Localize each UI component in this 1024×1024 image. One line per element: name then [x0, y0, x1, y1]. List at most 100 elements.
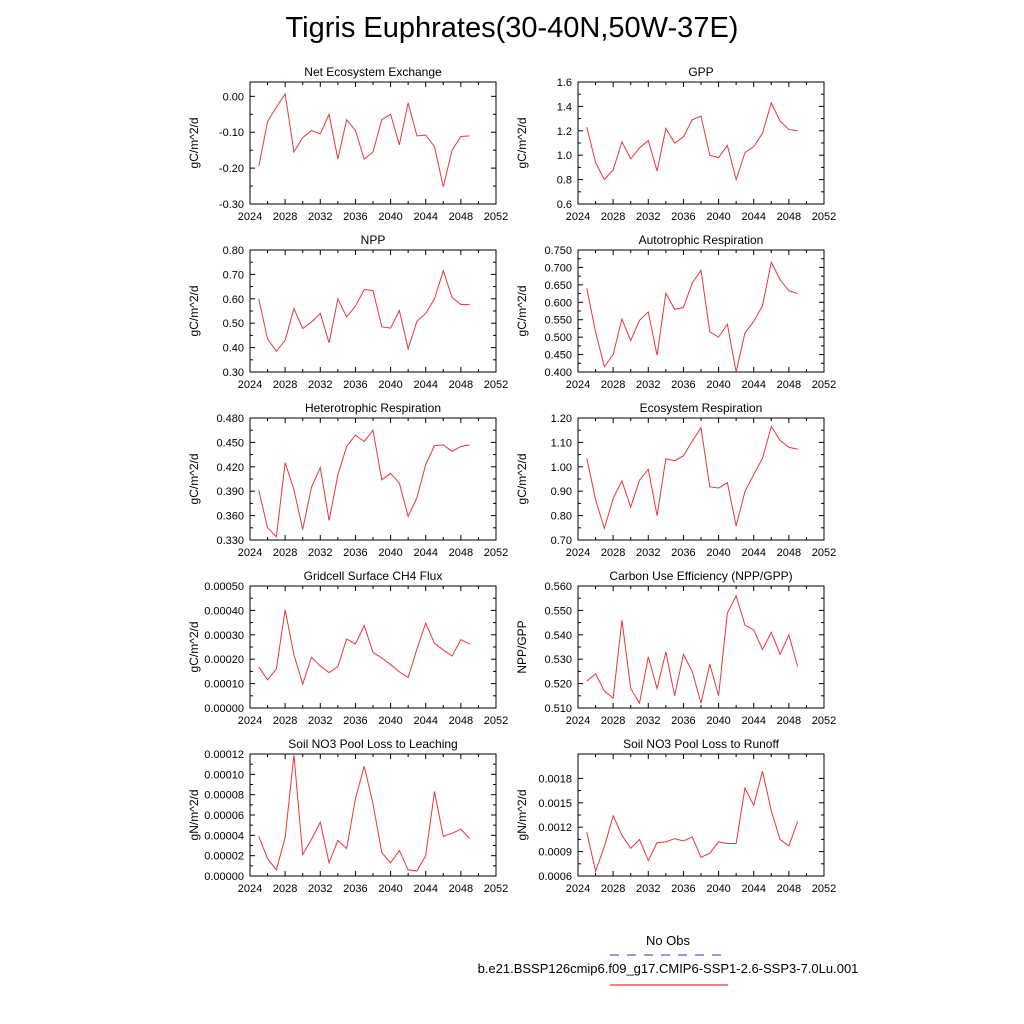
x-tick-label: 2052 [812, 379, 836, 391]
panel-ecosystem-respiration: Ecosystem Respiration gC/m^2/d 2024 2028 203… [515, 401, 836, 559]
panel-heterotrophic-respiration: Heterotrophic Respiration gC/m^2/d 2024 202… [187, 401, 508, 559]
x-tick-label: 2052 [812, 547, 836, 559]
x-tick-label: 2028 [273, 715, 297, 727]
y-tick-label: 0.00 [223, 91, 244, 103]
y-tick-label: 0.00000 [204, 871, 244, 883]
y-tick-label: 0.390 [216, 486, 244, 498]
x-tick-label: 2036 [343, 883, 367, 895]
y-axis-label: gC/m^2/d [515, 454, 529, 505]
y-axis-label: gC/m^2/d [187, 622, 201, 673]
x-tick-label: 2028 [273, 883, 297, 895]
x-tick-label: 2044 [741, 715, 765, 727]
y-tick-label: 1.10 [551, 437, 572, 449]
y-tick-label: 0.00030 [204, 630, 244, 642]
x-tick-label: 2024 [566, 715, 590, 727]
x-tick-label: 2024 [238, 379, 262, 391]
y-tick-label: 0.650 [544, 280, 572, 292]
panel-title: Heterotrophic Respiration [305, 401, 441, 415]
plot-frame [249, 417, 497, 541]
x-tick-label: 2028 [273, 379, 297, 391]
x-tick-label: 2044 [413, 883, 437, 895]
y-tick-label: 0.80 [551, 511, 572, 523]
plot-frame [577, 585, 825, 709]
panel-title: Soil NO3 Pool Loss to Runoff [623, 737, 780, 751]
x-tick-label: 2024 [238, 715, 262, 727]
y-tick-label: 0.00010 [204, 679, 244, 691]
y-tick-label: 0.560 [544, 581, 572, 593]
x-tick-label: 2040 [706, 379, 730, 391]
y-tick-label: 0.70 [551, 535, 572, 547]
panel-npp: NPP gC/m^2/d 2024 2028 2032 2036 2040 2044 2048 2… [187, 233, 508, 391]
x-tick-label: 2024 [566, 379, 590, 391]
y-tick-label: 0.600 [544, 297, 572, 309]
series-line-net-ecosystem-exchange [258, 92, 470, 187]
x-tick-label: 2048 [449, 211, 473, 223]
x-tick-label: 2048 [449, 715, 473, 727]
y-tick-label: 0.480 [216, 413, 244, 425]
y-tick-label: 1.0 [557, 150, 572, 162]
y-tick-label: 1.2 [557, 126, 572, 138]
x-tick-label: 2044 [741, 883, 765, 895]
x-tick-label: 2040 [706, 715, 730, 727]
y-tick-label: 0.70 [223, 269, 244, 281]
x-tick-label: 2028 [273, 211, 297, 223]
x-tick-label: 2036 [671, 211, 695, 223]
x-tick-label: 2052 [484, 715, 508, 727]
panel-carbon-use-efficiency-npp-gpp: Carbon Use Efficiency (NPP/GPP) NPP/GPP 20… [515, 569, 836, 727]
x-tick-label: 2024 [238, 547, 262, 559]
y-tick-label: 1.00 [551, 462, 572, 474]
x-tick-label: 2032 [308, 379, 332, 391]
y-tick-label: 0.00010 [204, 769, 244, 781]
series-line-soil-no3-pool-loss-to-leaching [258, 754, 471, 872]
panel-net-ecosystem-exchange: Net Ecosystem Exchange gC/m^2/d 2024 2028 20… [187, 65, 508, 223]
legend-lines [610, 954, 728, 986]
y-tick-label: 0.0012 [538, 822, 572, 834]
x-tick-label: 2052 [484, 883, 508, 895]
x-tick-label: 2036 [343, 547, 367, 559]
x-tick-label: 2044 [413, 211, 437, 223]
plot-frame [577, 417, 825, 541]
y-axis-label: gC/m^2/d [187, 118, 201, 169]
legend-obs-label: No Obs [645, 933, 691, 948]
panel-title: Gridcell Surface CH4 Flux [304, 569, 443, 583]
x-tick-label: 2028 [601, 379, 625, 391]
plot-frame [249, 81, 497, 205]
x-tick-label: 2032 [636, 211, 660, 223]
plot-frame [249, 753, 497, 877]
x-tick-label: 2044 [741, 379, 765, 391]
x-tick-label: 2044 [413, 715, 437, 727]
y-tick-label: 0.00020 [204, 654, 244, 666]
x-tick-label: 2052 [484, 211, 508, 223]
x-tick-label: 2040 [378, 211, 402, 223]
y-tick-label: 0.80 [223, 245, 244, 257]
y-axis-label: gC/m^2/d [187, 286, 201, 337]
x-tick-label: 2036 [343, 211, 367, 223]
panel-title: Soil NO3 Pool Loss to Leaching [288, 737, 457, 751]
y-tick-label: 1.6 [557, 77, 572, 89]
y-tick-label: 0.450 [216, 437, 244, 449]
x-tick-label: 2040 [378, 715, 402, 727]
y-tick-label: 1.4 [557, 101, 572, 113]
x-tick-label: 2024 [566, 547, 590, 559]
y-axis-label: gN/m^2/d [515, 790, 529, 841]
panel-title: Ecosystem Respiration [640, 401, 763, 415]
y-tick-label: 0.530 [544, 654, 572, 666]
x-tick-label: 2052 [484, 379, 508, 391]
series-line-soil-no3-pool-loss-to-runoff [586, 770, 799, 873]
series-line-gpp [586, 101, 798, 182]
y-tick-label: 0.510 [544, 703, 572, 715]
y-tick-label: 0.00000 [204, 703, 244, 715]
x-tick-label: 2048 [449, 379, 473, 391]
panel-title: NPP [361, 233, 386, 247]
y-tick-label: 0.450 [544, 350, 572, 362]
x-tick-label: 2040 [378, 379, 402, 391]
x-tick-label: 2024 [238, 211, 262, 223]
y-tick-label: 0.00006 [204, 810, 244, 822]
x-tick-label: 2032 [636, 547, 660, 559]
panel-title: GPP [688, 65, 713, 79]
panel-gpp: GPP gC/m^2/d 2024 2028 2032 2036 2040 2044 2048 2… [515, 65, 836, 223]
panel-autotrophic-respiration: Autotrophic Respiration gC/m^2/d 2024 2028 2… [515, 233, 836, 391]
x-tick-label: 2040 [706, 211, 730, 223]
x-tick-label: 2040 [378, 547, 402, 559]
x-tick-label: 2036 [343, 379, 367, 391]
